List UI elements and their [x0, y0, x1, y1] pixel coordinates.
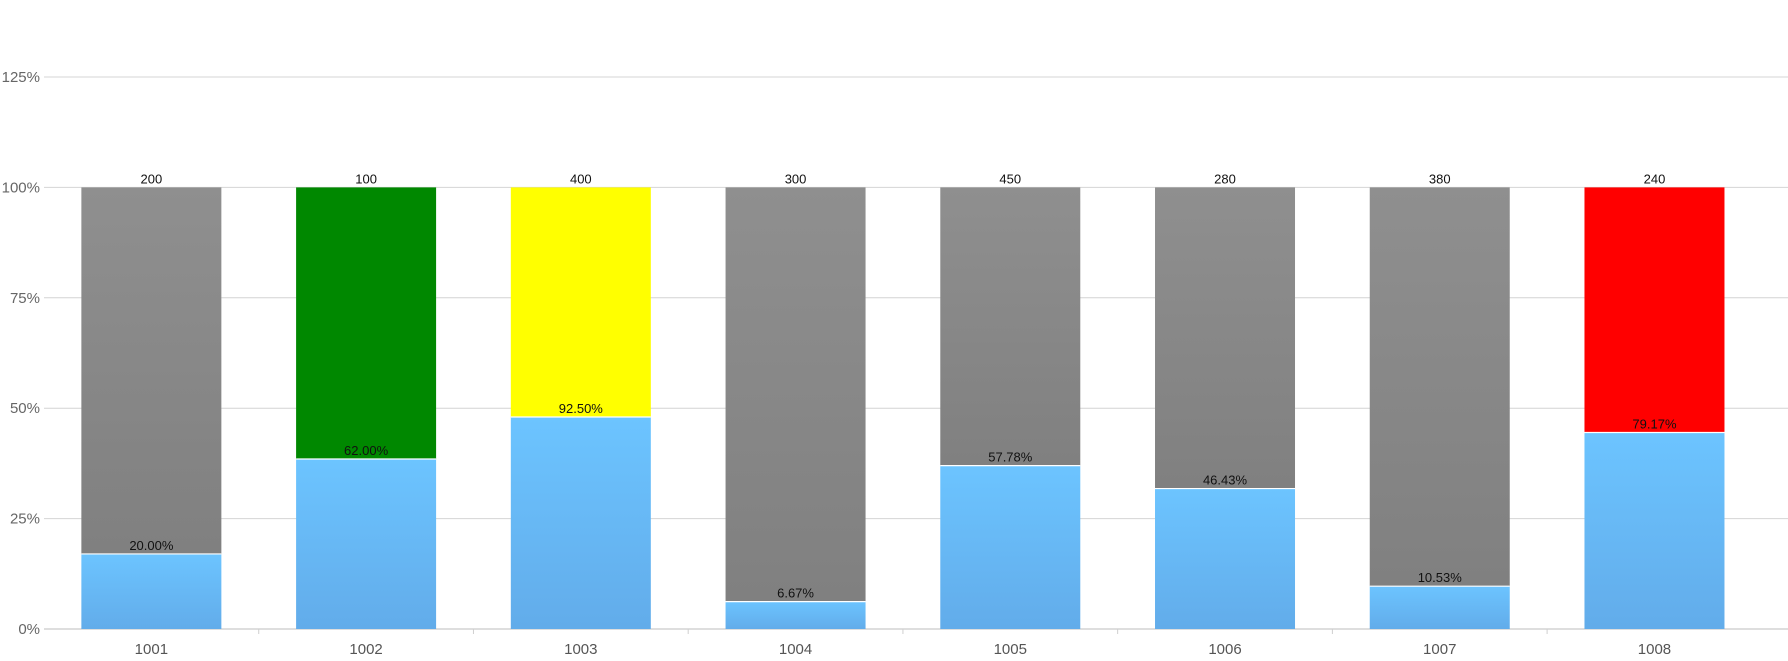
- total-data-label: 100: [355, 171, 377, 186]
- y-tick-label: 0%: [18, 621, 40, 638]
- percent-data-label: 79.17%: [1632, 416, 1677, 431]
- bar-segment-complete: [940, 465, 1081, 629]
- x-tick-label: 1008: [1638, 641, 1671, 658]
- bar-segment-complete: [1155, 488, 1296, 629]
- x-tick-label: 1002: [349, 641, 382, 658]
- bar-segment-complete: [510, 417, 651, 629]
- y-tick-label: 50%: [10, 400, 40, 417]
- bars: 20.00% 200 62.00% 100 92.50% 400 6.67% 300 57.78…: [81, 171, 1725, 629]
- x-axis: 1001 1002 1003 1004 1005 1006 1007 1008: [135, 629, 1671, 658]
- y-tick-label: 75%: [10, 290, 40, 307]
- percent-data-label: 46.43%: [1203, 473, 1248, 488]
- bar-segment-remaining: [1584, 187, 1725, 433]
- total-data-label: 300: [785, 171, 807, 186]
- x-tick-label: 1001: [135, 641, 168, 658]
- y-tick-label: 100%: [2, 179, 40, 196]
- bar-segment-complete: [1369, 586, 1510, 629]
- percent-data-label: 57.78%: [988, 450, 1033, 465]
- bar-segment-remaining: [725, 187, 866, 602]
- x-tick-label: 1003: [564, 641, 597, 658]
- bar-segment-complete: [81, 553, 222, 629]
- x-tick-label: 1005: [994, 641, 1027, 658]
- x-tick-label: 1006: [1208, 641, 1241, 658]
- bar-segment-complete: [725, 601, 866, 629]
- total-data-label: 380: [1429, 171, 1451, 186]
- bar-segment-remaining: [940, 187, 1081, 466]
- total-data-label: 280: [1214, 171, 1236, 186]
- y-axis: 0% 25% 50% 75% 100% 125%: [2, 69, 40, 638]
- bar-segment-remaining: [296, 187, 437, 459]
- bar-segment-remaining: [1369, 187, 1510, 587]
- x-tick-label: 1007: [1423, 641, 1456, 658]
- y-tick-label: 25%: [10, 511, 40, 528]
- bar-segment-complete: [296, 458, 437, 629]
- bar-segment-remaining: [81, 187, 222, 554]
- bar-segment-remaining: [1155, 187, 1296, 489]
- percent-data-label: 6.67%: [777, 586, 814, 601]
- percent-data-label: 20.00%: [129, 538, 174, 553]
- total-data-label: 450: [999, 171, 1021, 186]
- x-tick-label: 1004: [779, 641, 812, 658]
- total-data-label: 400: [570, 171, 592, 186]
- bar-segment-remaining: [510, 187, 651, 418]
- percent-data-label: 10.53%: [1418, 570, 1463, 585]
- total-data-label: 200: [141, 171, 163, 186]
- percent-data-label: 92.50%: [559, 401, 604, 416]
- y-tick-label: 125%: [2, 69, 40, 86]
- bar-segment-complete: [1584, 432, 1725, 629]
- percent-data-label: 62.00%: [344, 443, 389, 458]
- total-data-label: 240: [1644, 171, 1666, 186]
